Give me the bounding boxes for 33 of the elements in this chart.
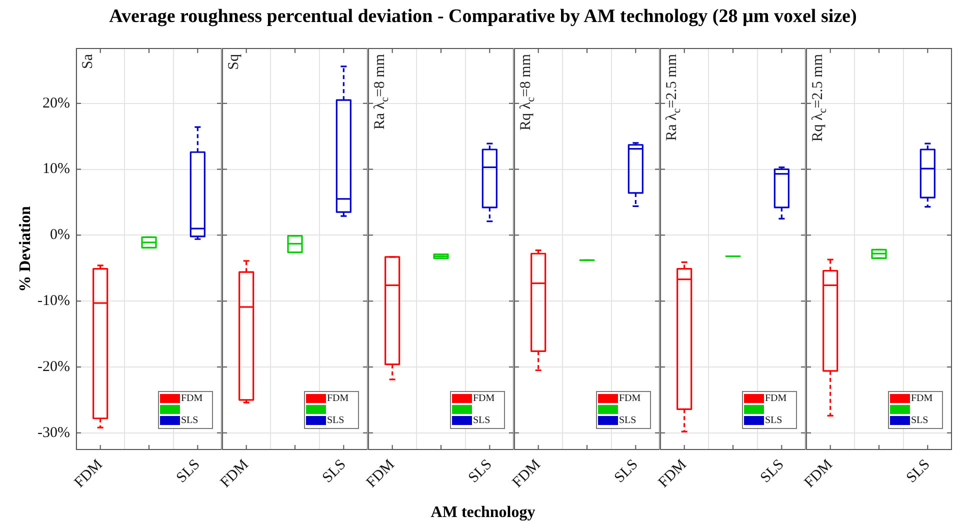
text: Average roughness percentual deviation - Comparative by AM technology (28 µm voxel size): [108, 6, 858, 28]
legend-label: SLS: [473, 415, 490, 426]
x-tick-label: SLS: [466, 456, 496, 486]
y-tick-label: -30%: [38, 424, 70, 441]
y-tick-label: -20%: [38, 358, 70, 375]
x-tick-label: SLS: [758, 456, 788, 486]
x-axis-title: AM technology: [430, 504, 536, 522]
legend-label: FDM: [327, 393, 349, 404]
annotation: Sa: [80, 54, 96, 69]
legend-label: SLS: [181, 415, 198, 426]
legend-label: SLS: [765, 415, 782, 426]
legend-label: FDM: [619, 393, 641, 404]
legend-label: FDM: [765, 393, 787, 404]
annotation: Ra λc=2.5 mm: [664, 54, 683, 141]
x-tick-label: SLS: [320, 456, 350, 486]
annotation: Rq λc=8 mm: [518, 54, 537, 130]
legend-label: SLS: [619, 415, 636, 426]
legend-label: FDM: [181, 393, 203, 404]
legend-label: FDM: [911, 393, 933, 404]
annotation: Sq: [226, 54, 242, 70]
x-tick-label: SLS: [612, 456, 642, 486]
x-tick-label: SLS: [174, 456, 204, 486]
legend-label: SLS: [327, 415, 344, 426]
x-tick-label: SLS: [904, 456, 934, 486]
annotation: Ra λc=8 mm: [372, 54, 391, 130]
annotation: Rq λc=2.5 mm: [810, 54, 829, 142]
y-tick-label: -10%: [38, 293, 70, 309]
legend-label: SLS: [911, 415, 928, 426]
y-tick-label: 10%: [42, 161, 70, 178]
y-axis-title: % Deviation: [17, 206, 35, 292]
y-tick-label: 20%: [42, 95, 70, 112]
legend-label: FDM: [473, 393, 495, 404]
y-tick-label: 0%: [50, 227, 70, 244]
